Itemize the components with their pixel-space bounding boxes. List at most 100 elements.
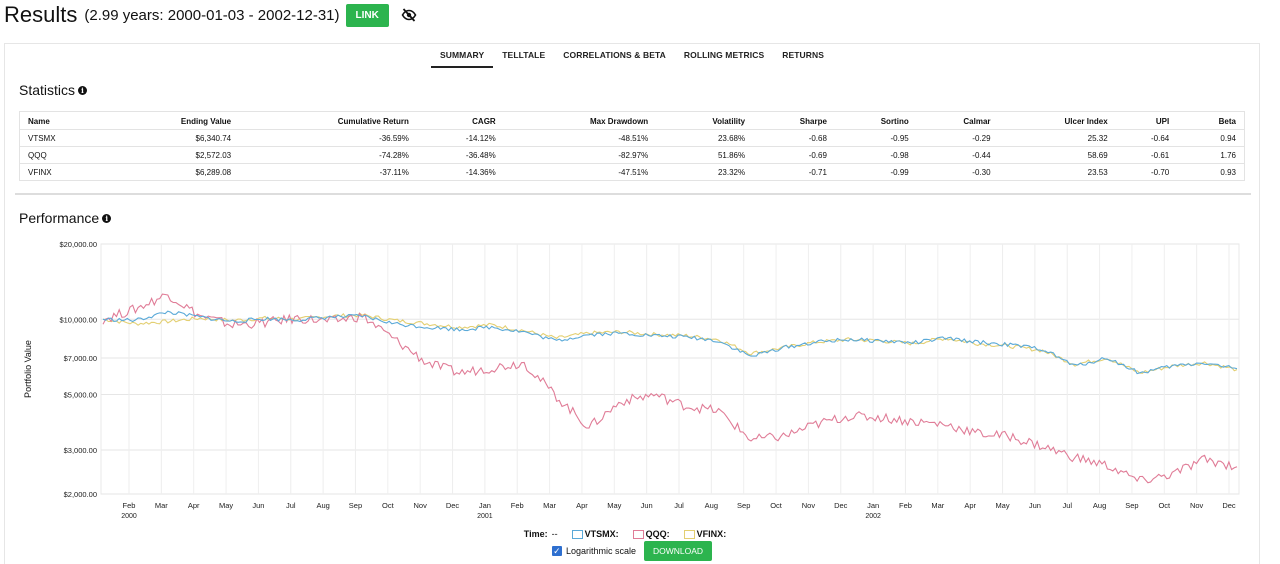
cell: $6,289.08	[106, 163, 240, 181]
column-header: UPI	[1115, 111, 1178, 130]
legend-time: Time: --	[524, 529, 558, 539]
cell: QQQ	[19, 146, 107, 164]
logarithmic-scale-checkbox[interactable]: ✓	[551, 545, 562, 556]
tab-telltale[interactable]: TELLTALE	[502, 50, 546, 60]
cell: -74.28%	[239, 146, 417, 164]
cell: -0.69	[753, 146, 835, 164]
cell: -48.51%	[503, 129, 657, 147]
tab-correlations-beta[interactable]: CORRELATIONS & BETA	[563, 50, 666, 60]
cell: 25.32	[998, 129, 1116, 147]
cell: -82.97%	[503, 146, 657, 164]
x-tick-label: Mar	[931, 501, 944, 510]
x-tick-label: Jul	[286, 501, 296, 510]
info-icon[interactable]: i	[102, 213, 112, 223]
x-tick-label: Apr	[964, 501, 976, 510]
table-header-row: Name Ending Value Cumulative Return CAGR…	[19, 111, 1245, 130]
results-header: Results (2.99 years: 2000-01-03 - 2002-1…	[4, 0, 417, 30]
info-icon[interactable]: i	[78, 85, 88, 95]
x-tick-label: Nov	[1190, 501, 1204, 510]
page-title: Results	[4, 2, 78, 27]
performance-chart[interactable]: $20,000.00 $10,000.00 $7,000.00 $5,000.00 $3…	[5, 234, 1259, 526]
x-tick-label: Jan	[479, 501, 491, 510]
column-header: Beta	[1177, 111, 1245, 130]
results-tabs: SUMMARY TELLTALE CORRELATIONS & BETA ROL…	[5, 44, 1259, 68]
legend-swatch	[571, 529, 583, 539]
column-header: Sortino	[834, 111, 917, 130]
cell: -0.30	[916, 163, 999, 181]
cell: $2,572.03	[106, 146, 240, 164]
x-tick-label: Feb	[899, 501, 912, 510]
cell: -0.71	[753, 163, 835, 181]
cell: 23.32%	[656, 163, 754, 181]
cell: -0.70	[1115, 163, 1178, 181]
eye-slash-icon[interactable]	[401, 7, 417, 23]
legend-item-qqq[interactable]: QQQ:	[632, 529, 670, 539]
x-tick-label: Feb	[123, 501, 136, 510]
x-tick-label: Jul	[1062, 501, 1072, 510]
cell: -0.98	[834, 146, 917, 164]
cell: -37.11%	[239, 163, 417, 181]
y-axis-label: Portfolio Value	[23, 340, 33, 398]
logarithmic-scale-label[interactable]: Logarithmic scale	[565, 546, 636, 556]
cell: -0.99	[834, 163, 917, 181]
cell: 23.68%	[656, 129, 754, 147]
x-tick-label: Sep	[349, 501, 362, 510]
column-header: Calmar	[916, 111, 999, 130]
cell: -0.68	[753, 129, 835, 147]
cell: -36.48%	[416, 146, 504, 164]
tab-returns[interactable]: RETURNS	[782, 50, 825, 60]
legend-swatch	[683, 529, 695, 539]
y-tick-label: $3,000.00	[64, 446, 97, 455]
table-row: VFINX $6,289.08 -37.11% -14.36% -47.51% …	[19, 163, 1245, 181]
cell: -47.51%	[503, 163, 657, 181]
x-tick-label: Nov	[414, 501, 428, 510]
legend-label: VFINX	[696, 529, 724, 539]
tab-summary[interactable]: SUMMARY	[430, 44, 494, 68]
legend-swatch	[632, 529, 644, 539]
period-label: (2.99 years: 2000-01-03 - 2002-12-31)	[84, 6, 340, 24]
cell: -0.44	[916, 146, 999, 164]
column-header: Name	[19, 111, 107, 130]
legend-item-vtsmx[interactable]: VTSMX:	[571, 529, 619, 539]
performance-heading: Performance i	[19, 210, 112, 226]
x-year-label: 2002	[865, 513, 881, 520]
download-button[interactable]: DOWNLOAD	[643, 541, 713, 561]
column-header: Max Drawdown	[503, 111, 657, 130]
cell: -36.59%	[239, 129, 417, 147]
cell: VFINX	[19, 163, 107, 181]
column-header: Cumulative Return	[239, 111, 417, 130]
cell: 51.86%	[656, 146, 754, 164]
tab-rolling-metrics[interactable]: ROLLING METRICS	[683, 50, 765, 60]
x-tick-label: Oct	[382, 501, 395, 510]
y-tick-label: $2,000.00	[64, 490, 97, 499]
x-tick-label: Jun	[252, 501, 264, 510]
x-tick-label: Jun	[641, 501, 653, 510]
x-tick-label: Dec	[834, 501, 848, 510]
x-tick-label: May	[219, 501, 233, 510]
chart-controls: ✓ Logarithmic scale DOWNLOAD	[5, 541, 1259, 561]
x-tick-label: Feb	[511, 501, 524, 510]
link-button[interactable]: LINK	[345, 3, 389, 27]
cell: 0.93	[1177, 163, 1245, 181]
column-header: Sharpe	[753, 111, 835, 130]
performance-title: Performance	[19, 210, 100, 226]
x-tick-label: Jan	[867, 501, 879, 510]
x-tick-label: May	[995, 501, 1009, 510]
x-tick-label: Sep	[737, 501, 750, 510]
legend-label: QQQ	[645, 529, 667, 539]
x-tick-label: Dec	[1222, 501, 1236, 510]
legend-item-vfinx[interactable]: VFINX:	[683, 529, 726, 539]
column-header: Volatility	[656, 111, 754, 130]
x-tick-label: Aug	[316, 501, 329, 510]
section-divider	[15, 193, 1251, 195]
y-tick-label: $7,000.00	[64, 354, 97, 363]
statistics-table: Name Ending Value Cumulative Return CAGR…	[19, 111, 1245, 181]
table-row: VTSMX $6,340.74 -36.59% -14.12% -48.51% …	[19, 129, 1245, 147]
legend-time-label: Time:	[523, 529, 548, 539]
y-tick-label: $5,000.00	[64, 391, 97, 400]
cell: -0.29	[916, 129, 999, 147]
x-tick-label: Apr	[188, 501, 200, 510]
series-line-qqq	[102, 293, 1238, 484]
x-tick-label: Nov	[802, 501, 816, 510]
x-tick-label: Aug	[705, 501, 718, 510]
